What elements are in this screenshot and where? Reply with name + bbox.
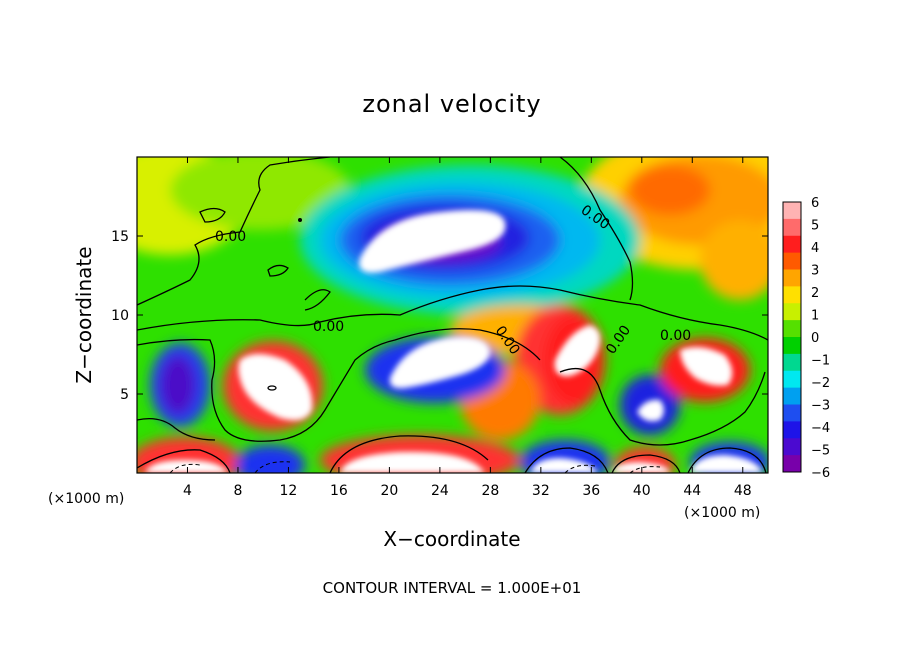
colorbar-tick-label: −4 (811, 421, 830, 436)
colorbar-tick-label: −1 (811, 354, 830, 369)
colorbar-tick-label: 1 (811, 309, 819, 324)
y-tick-label: 15 (111, 229, 129, 245)
colorbar-swatch (783, 269, 801, 287)
colorbar-swatch (783, 353, 801, 372)
colorbar-swatch (783, 202, 801, 220)
colorbar-tick-label: −3 (811, 399, 830, 414)
contour-label: 0.00 (660, 328, 691, 344)
colorbar-swatch (783, 286, 801, 304)
x-axis-label: X−coordinate (383, 527, 520, 551)
y-axis-ticks: 5 10 15 (111, 229, 768, 403)
x-tick-label: 16 (330, 483, 348, 499)
contour-interval-note: CONTOUR INTERVAL = 1.000E+01 (323, 579, 582, 597)
dashed-contours (169, 461, 661, 473)
colorbar-swatch (783, 235, 801, 254)
colorbar-tick-label: −6 (811, 466, 830, 481)
colorbar-tick-label: 4 (811, 241, 819, 256)
x-tick-label: 12 (280, 483, 298, 499)
y-tick-label: 10 (111, 308, 129, 324)
x-tick-label: 8 (233, 483, 242, 499)
colorbar-swatch (783, 370, 801, 389)
x-tick-label: 4 (183, 483, 192, 499)
colorbar-tick-label: −2 (811, 376, 830, 391)
colorbar: 6 5 4 3 2 1 0 −1 −2 −3 −4 −5 −6 (782, 196, 830, 481)
chart-title: zonal velocity (362, 90, 541, 118)
x-tick-label: 20 (380, 483, 398, 499)
colorbar-swatch (783, 218, 801, 237)
y-tick-label: 5 (120, 387, 129, 403)
colorbar-swatch (783, 387, 801, 405)
contour-label: 0.00 (215, 229, 246, 245)
colorbar-swatch (783, 337, 801, 355)
contour-label: 0.00 (313, 319, 344, 335)
x-tick-label: 32 (532, 483, 550, 499)
contour-labels: 0.00 0.00 0.00 0.00 0.00 0.00 (215, 202, 691, 358)
colorbar-tick-label: 6 (811, 196, 819, 211)
colorbar-tick-label: 3 (811, 264, 819, 279)
x-unit-label-left: (×1000 m) (48, 491, 124, 507)
colorbar-swatch (783, 252, 801, 270)
y-axis-label: Z−coordinate (72, 246, 96, 383)
x-tick-label: 40 (633, 483, 651, 499)
x-unit-label-right: (×1000 m) (684, 505, 760, 521)
colorbar-tick-label: 5 (811, 219, 819, 234)
colorbar-swatch (783, 404, 801, 422)
contour-dot (298, 218, 302, 222)
colorbar-frame (782, 201, 802, 473)
x-axis-ticks: 4 8 12 16 20 24 28 32 36 40 44 48 (183, 157, 752, 499)
x-tick-label: 36 (582, 483, 600, 499)
colorbar-swatch (783, 438, 801, 456)
x-tick-label: 28 (481, 483, 499, 499)
colorbar-swatch (783, 303, 801, 321)
colorbar-tick-label: −5 (811, 444, 830, 459)
heatmap-field (137, 157, 768, 473)
x-tick-label: 48 (734, 483, 752, 499)
x-tick-label: 24 (431, 483, 449, 499)
colorbar-swatch (783, 320, 801, 338)
colorbar-tick-label: 2 (811, 286, 819, 301)
x-tick-label: 44 (683, 483, 701, 499)
colorbar-swatch (783, 455, 801, 473)
colorbar-tick-label: 0 (811, 331, 819, 346)
zero-contours (137, 157, 768, 473)
colorbar-swatch (783, 421, 801, 439)
